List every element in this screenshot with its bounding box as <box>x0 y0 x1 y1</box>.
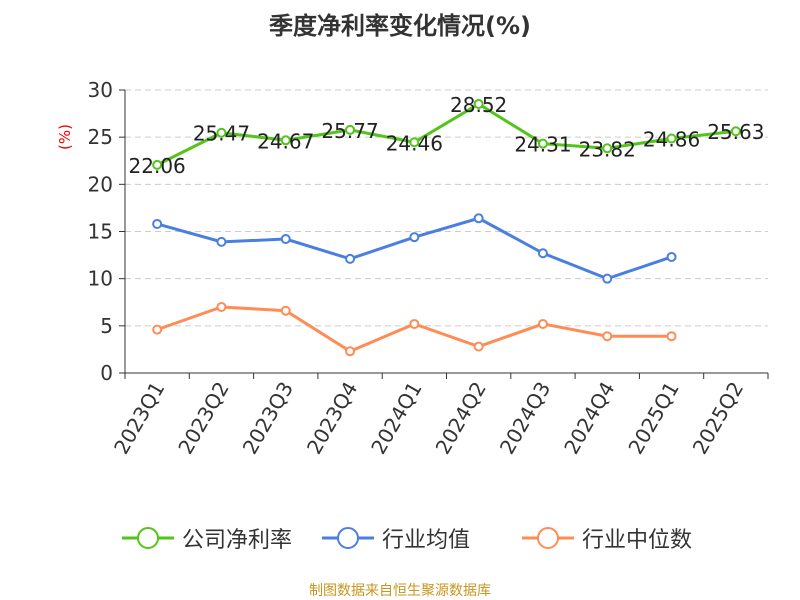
data-label: 24.46 <box>386 131 443 155</box>
y-tick-label: 20 <box>88 172 113 196</box>
data-point <box>345 346 356 357</box>
data-label: 25.47 <box>193 122 250 146</box>
data-point <box>473 341 484 352</box>
series-line <box>156 102 737 167</box>
x-tick-label: 2023Q4 <box>302 378 362 459</box>
data-point <box>409 137 420 148</box>
y-tick-label: 10 <box>88 267 113 291</box>
y-tick-label: 15 <box>88 220 113 244</box>
data-label: 24.31 <box>514 133 571 157</box>
data-point <box>152 324 163 335</box>
data-point <box>280 135 291 146</box>
data-point <box>409 318 420 329</box>
source-note: 制图数据来自恒生聚源数据库 <box>309 583 491 599</box>
x-tick-label: 2025Q2 <box>688 378 748 459</box>
x-tick-label: 2024Q4 <box>559 378 619 459</box>
x-tick-label: 2025Q1 <box>623 378 683 459</box>
y-tick-label: 5 <box>100 314 113 338</box>
legend-label: 行业均值 <box>382 528 471 553</box>
data-label: 22.06 <box>129 154 186 178</box>
x-tick-label: 2023Q1 <box>109 378 169 459</box>
data-point <box>602 273 613 284</box>
data-point <box>730 126 741 137</box>
x-tick-label: 2024Q1 <box>366 378 426 459</box>
legend-marker-icon <box>322 527 374 549</box>
x-tick-label: 2023Q3 <box>238 378 298 459</box>
y-tick-label: 25 <box>88 125 113 149</box>
legend-label: 公司净利率 <box>182 528 293 553</box>
data-point <box>409 232 420 243</box>
data-label: 25.77 <box>321 119 378 143</box>
data-point <box>666 331 677 342</box>
data-point <box>473 98 484 109</box>
data-point <box>152 218 163 229</box>
data-point <box>280 234 291 245</box>
legend-label: 行业中位数 <box>582 528 693 553</box>
legend-item[interactable]: 行业均值 <box>322 522 470 554</box>
data-point <box>537 248 548 259</box>
chart-title: 季度净利率变化情况(%) <box>269 12 531 40</box>
data-point <box>216 301 227 312</box>
x-tick-label: 2024Q2 <box>431 378 491 459</box>
data-point <box>666 133 677 144</box>
data-point <box>602 331 613 342</box>
data-point <box>666 251 677 262</box>
x-tick-label: 2024Q3 <box>495 378 555 459</box>
y-tick-label: 30 <box>88 78 113 102</box>
x-tick-label: 2023Q2 <box>173 378 233 459</box>
y-tick-label: 0 <box>100 361 113 385</box>
data-point <box>537 318 548 329</box>
data-label: 24.67 <box>257 129 314 153</box>
data-point <box>280 305 291 316</box>
data-label: 25.63 <box>707 120 764 144</box>
data-label: 28.52 <box>450 93 507 117</box>
legend-item[interactable]: 行业中位数 <box>522 522 692 554</box>
series-line <box>156 216 673 281</box>
data-point <box>473 213 484 224</box>
legend-marker-icon <box>122 527 174 549</box>
data-label: 24.86 <box>643 127 700 151</box>
data-point <box>216 236 227 247</box>
data-point <box>537 138 548 149</box>
data-point <box>602 143 613 154</box>
legend-item[interactable]: 公司净利率 <box>122 522 292 554</box>
series-line <box>156 305 672 353</box>
data-point <box>345 253 356 264</box>
data-point <box>345 124 356 135</box>
legend-marker-icon <box>522 527 574 549</box>
data-label: 23.82 <box>579 137 636 161</box>
data-point <box>216 127 227 138</box>
data-point <box>152 159 163 170</box>
